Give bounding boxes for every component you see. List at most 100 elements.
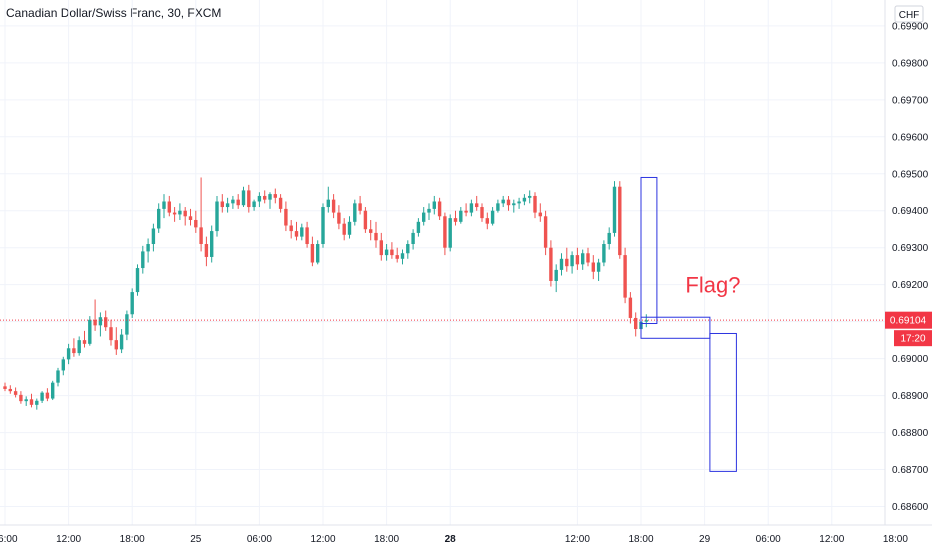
candle (104, 310, 108, 331)
candle-body (586, 253, 590, 263)
flag-annotation[interactable]: Flag? (685, 273, 740, 298)
candle-body (93, 319, 97, 326)
candle-body (432, 201, 436, 209)
candle-body (77, 340, 81, 354)
candle-body (109, 327, 113, 341)
candle (257, 192, 262, 208)
price-tick-label: 0.68800 (892, 428, 929, 439)
candle-body (241, 190, 246, 206)
candle (596, 258, 601, 281)
candle (24, 396, 28, 406)
candle-body (400, 253, 405, 259)
candle (331, 194, 336, 219)
candle (40, 391, 44, 403)
candle-body (490, 210, 495, 224)
candle-body (358, 203, 362, 211)
candle (554, 264, 558, 293)
candle (464, 203, 468, 217)
candle (289, 219, 293, 239)
candle-body (543, 216, 548, 248)
drawing-rectangle[interactable] (640, 176, 658, 325)
candle (141, 245, 145, 274)
candle (56, 367, 60, 387)
candle-body (559, 258, 564, 270)
candles (3, 177, 648, 410)
candle (432, 195, 436, 215)
grid-lines (0, 0, 896, 525)
candle (241, 186, 246, 208)
candle-body (416, 221, 421, 233)
time-tick-label: 25 (190, 534, 202, 545)
candle (374, 221, 378, 248)
candle (623, 247, 627, 304)
candle (528, 190, 532, 204)
candle (602, 240, 606, 267)
price-tick-label: 0.68900 (892, 391, 929, 402)
candle-body (570, 255, 574, 267)
candle (199, 177, 203, 252)
candle-body (167, 201, 171, 213)
candle (326, 186, 330, 213)
candle-body (13, 391, 18, 395)
drawing-rectangle[interactable] (640, 316, 711, 339)
candle-body (634, 317, 638, 330)
candle-body (464, 210, 468, 213)
candle-body (125, 314, 129, 335)
price-tick-label: 0.69900 (892, 21, 929, 32)
time-tick-label: 18:00 (883, 534, 908, 545)
candle-body (565, 258, 569, 267)
drawing-rectangle[interactable] (709, 332, 737, 472)
price-axis[interactable]: CHF 0.699000.698000.697000.696000.695000… (884, 0, 932, 525)
candle-body (363, 210, 368, 230)
price-tick-label: 0.68700 (892, 465, 929, 476)
candle (284, 201, 288, 232)
chart-title: Canadian Dollar/Swiss Franc, 30, FXCM (6, 6, 222, 20)
candle-body (194, 219, 198, 228)
candle (321, 203, 325, 248)
candle (496, 199, 500, 213)
candle (517, 197, 521, 209)
candle-body (618, 186, 622, 256)
candle-body (374, 232, 378, 241)
candle-body (247, 190, 251, 208)
currency-badge[interactable]: CHF (894, 5, 924, 23)
candle-body (141, 251, 145, 269)
candle-body (231, 199, 235, 204)
time-tick-label: 28 (445, 534, 457, 545)
candle-body (130, 292, 134, 315)
candle (19, 391, 23, 404)
candle-body (517, 201, 521, 204)
candle (316, 240, 320, 265)
time-axis[interactable]: 06:00 12:00 18:00 25 06:00 12:00 18:00 28 12:00 1… (0, 524, 932, 545)
candle-body (395, 255, 399, 259)
candle (565, 247, 569, 272)
candle (220, 194, 224, 213)
candle-body (19, 394, 23, 402)
candle (231, 195, 235, 209)
candle (549, 240, 553, 287)
candle (29, 393, 34, 408)
candle (644, 314, 648, 328)
candle (453, 210, 458, 226)
candle (35, 398, 39, 410)
candle (591, 255, 595, 280)
candle (273, 188, 277, 204)
candle (77, 336, 81, 356)
countdown-value: 17:20 (900, 334, 925, 345)
candle-body (538, 212, 542, 217)
candle-body (554, 269, 558, 281)
candle (485, 212, 489, 230)
current-price-label: 0.69104 17:20 (885, 311, 932, 347)
candle-body (644, 320, 648, 322)
candle-body (236, 199, 240, 206)
candle (3, 382, 7, 392)
candle (268, 192, 272, 209)
candle-body (300, 227, 304, 237)
candle-body (549, 247, 553, 281)
candle-body (469, 203, 474, 213)
candle-body (252, 201, 256, 208)
price-tick-label: 0.69800 (892, 58, 929, 69)
candle (337, 205, 341, 230)
drawing-rectangles[interactable] (640, 176, 737, 472)
